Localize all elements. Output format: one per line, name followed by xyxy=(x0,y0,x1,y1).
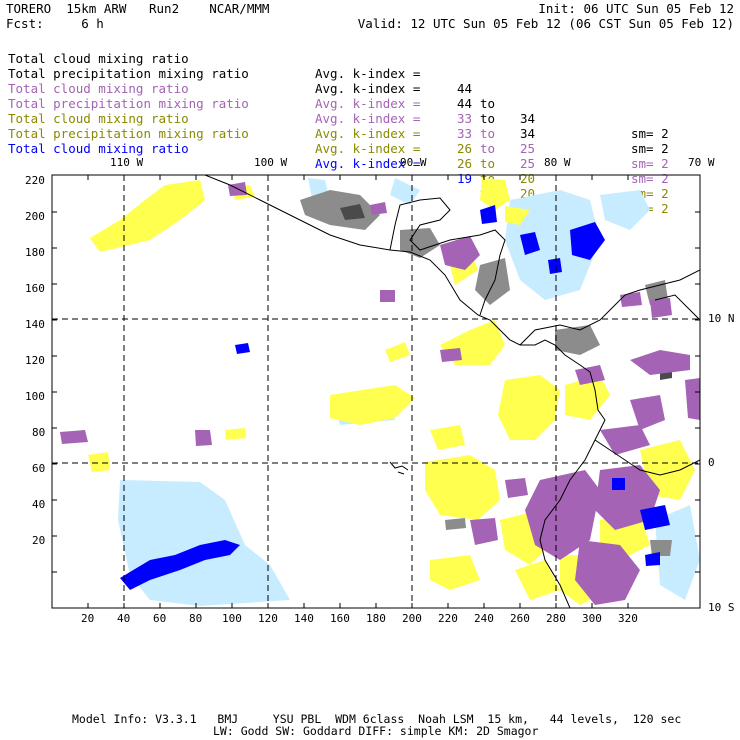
x-tick-label: 40 xyxy=(117,612,131,625)
coastline xyxy=(204,175,700,608)
lon-label: 90 W xyxy=(400,156,427,169)
x-tick-label: 300 xyxy=(582,612,602,625)
legend-label: Total precipitation mixing ratio xyxy=(8,126,249,141)
legend-from: 33 xyxy=(456,126,472,141)
lon-label: 80 W xyxy=(544,156,571,169)
gray-cloud xyxy=(300,190,672,556)
lat-label: 0 xyxy=(708,456,715,469)
legend-sm: sm= 2 xyxy=(631,156,669,171)
graticule xyxy=(52,175,700,608)
y-tick-label: 100 xyxy=(25,390,45,403)
legend-row: Total cloud mixing ratio Avg. k-index = … xyxy=(8,36,669,156)
valid-time: Valid: 12 UTC Sun 05 Feb 12 (06 CST Sun … xyxy=(357,16,734,31)
legend-to: to xyxy=(480,141,496,156)
legend-to-value: 25 xyxy=(519,141,535,156)
legend-avg: Avg. k-index = xyxy=(315,156,421,171)
x-tick-label: 100 xyxy=(222,612,242,625)
legend-to: to xyxy=(480,126,496,141)
lat-label: 10 S xyxy=(708,601,735,614)
physics-info: LW: Godd SW: Goddard DIFF: simple KM: 2D… xyxy=(213,724,539,738)
purple-cloud xyxy=(60,182,700,605)
legend-row: Total precipitation mixing ratio Avg. k-… xyxy=(8,51,669,171)
tick-marks xyxy=(52,175,700,608)
legend-label: Total cloud mixing ratio xyxy=(8,111,189,126)
legend-avg: Avg. k-index = xyxy=(315,111,421,126)
cloud-field xyxy=(60,178,700,606)
y-tick-label: 60 xyxy=(32,462,46,475)
x-tick-label: 260 xyxy=(510,612,530,625)
legend-from: 26 xyxy=(456,156,472,171)
legend-sm: sm= 2 xyxy=(631,141,669,156)
blue-cloud xyxy=(120,205,670,590)
legend-sm: sm= 2 xyxy=(631,126,669,141)
legend-to-value: 25 xyxy=(519,156,535,171)
legend-avg: Avg. k-index = xyxy=(315,66,421,81)
lon-label: 100 W xyxy=(254,156,288,169)
legend-label: Total cloud mixing ratio xyxy=(8,141,189,156)
x-tick-label: 60 xyxy=(153,612,167,625)
y-tick-label: 40 xyxy=(32,498,46,511)
init-time: Init: 06 UTC Sun 05 Feb 12 xyxy=(538,1,734,16)
y-tick-label: 200 xyxy=(25,210,45,223)
legend-to: to xyxy=(480,156,496,171)
model-info: Model Info: V3.3.1 BMJ YSU PBL WDM 6clas… xyxy=(72,712,682,726)
legend-avg: Avg. k-index = xyxy=(315,126,421,141)
x-tick-label: 200 xyxy=(402,612,422,625)
x-tick-label: 320 xyxy=(618,612,638,625)
forecast-hour: Fcst: 6 h xyxy=(6,16,104,31)
x-tick-label: 140 xyxy=(294,612,314,625)
x-tick-label: 220 xyxy=(438,612,458,625)
y-tick-label: 160 xyxy=(25,282,45,295)
y-tick-label: 120 xyxy=(25,354,45,367)
legend-row: Total precipitation mixing ratio Avg. k-… xyxy=(8,81,669,201)
legend-label: Total precipitation mixing ratio xyxy=(8,96,249,111)
legend-from: 44 xyxy=(456,96,472,111)
x-tick-label: 120 xyxy=(258,612,278,625)
y-tick-label: 80 xyxy=(32,426,46,439)
lon-label: 70 W xyxy=(688,156,715,169)
legend-avg: Avg. k-index = xyxy=(315,81,421,96)
legend-label: Total cloud mixing ratio xyxy=(8,81,189,96)
legend-row: Total cloud mixing ratio Avg. k-index = … xyxy=(8,96,669,216)
x-tick-label: 180 xyxy=(366,612,386,625)
x-tick-label: 160 xyxy=(330,612,350,625)
x-tick-label: 280 xyxy=(546,612,566,625)
legend-row: Total cloud mixing ratio Avg. k-index = … xyxy=(8,66,669,186)
x-tick-label: 80 xyxy=(189,612,203,625)
lat-label: 10 N xyxy=(708,312,735,325)
y-tick-label: 220 xyxy=(25,174,45,187)
legend-from: 33 xyxy=(456,111,472,126)
lon-label: 110 W xyxy=(110,156,144,169)
y-tick-label: 20 xyxy=(32,534,46,547)
legend-to-value: 34 xyxy=(519,126,535,141)
run-title: TORERO 15km ARW Run2 NCAR/MMM xyxy=(6,1,270,16)
legend-label: Total cloud mixing ratio xyxy=(8,51,189,66)
legend-avg: Avg. k-index = xyxy=(315,96,421,111)
x-tick-label: 20 xyxy=(81,612,95,625)
legend-avg: Avg. k-index = xyxy=(315,141,421,156)
legend-to: to xyxy=(480,111,496,126)
legend-from: 26 xyxy=(456,141,472,156)
legend-from: 44 xyxy=(456,81,472,96)
legend-to-value: 34 xyxy=(519,111,535,126)
legend-to: to xyxy=(480,96,496,111)
y-tick-label: 140 xyxy=(25,318,45,331)
y-tick-label: 180 xyxy=(25,246,45,259)
legend-label: Total precipitation mixing ratio xyxy=(8,66,249,81)
x-tick-label: 240 xyxy=(474,612,494,625)
